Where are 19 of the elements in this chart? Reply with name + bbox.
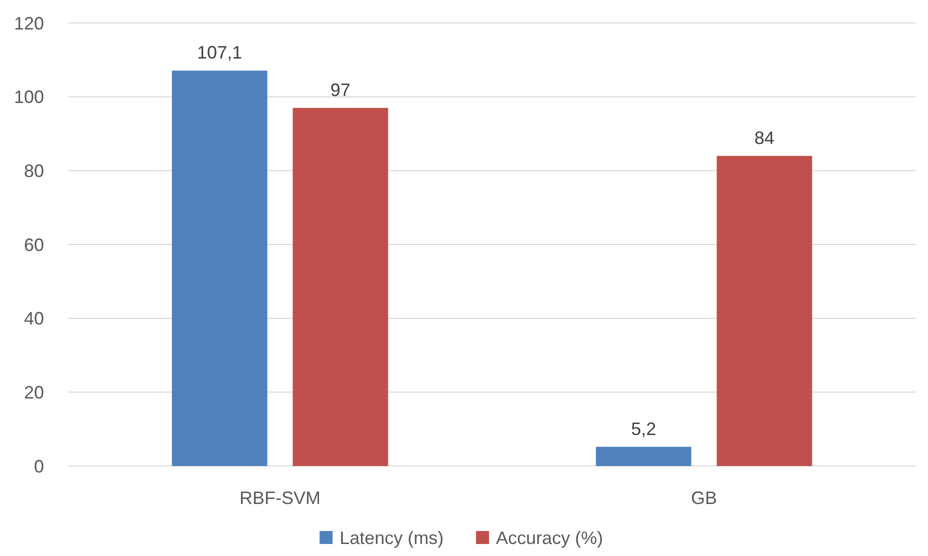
y-tick-label: 120: [14, 13, 44, 34]
data-label: 84: [754, 128, 774, 148]
y-tick-label: 40: [24, 308, 44, 329]
legend-label: Latency (ms): [340, 528, 444, 548]
data-label: 5,2: [631, 418, 656, 439]
bar: [596, 446, 692, 466]
data-label: 97: [330, 80, 350, 100]
bar: [716, 156, 812, 466]
y-tick-label: 0: [34, 456, 44, 476]
y-tick-label: 100: [14, 87, 44, 108]
y-tick-label: 80: [24, 160, 44, 181]
data-label: 107,1: [197, 42, 242, 63]
x-tick-label: GB: [690, 488, 718, 508]
x-tick-label: RBF-SVM: [240, 488, 320, 508]
legend-label: Accuracy (%): [496, 528, 604, 548]
y-tick-label: 20: [24, 382, 44, 402]
bar: [292, 108, 388, 466]
y-tick-label: 60: [24, 234, 44, 255]
bar: [172, 70, 268, 466]
